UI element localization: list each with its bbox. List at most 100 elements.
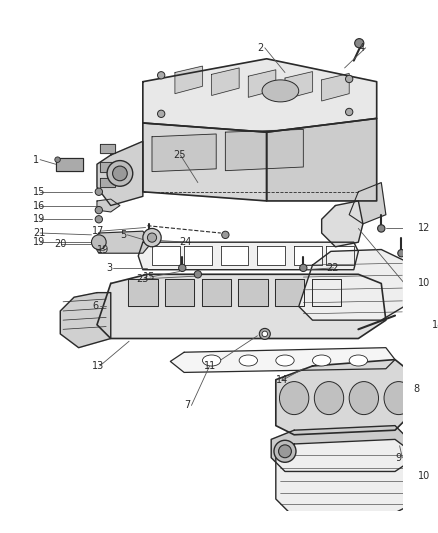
Polygon shape xyxy=(275,439,413,513)
Polygon shape xyxy=(248,70,275,98)
Polygon shape xyxy=(348,183,385,224)
Ellipse shape xyxy=(279,382,308,415)
Text: 16: 16 xyxy=(33,200,45,211)
Ellipse shape xyxy=(312,355,330,366)
Polygon shape xyxy=(225,130,303,171)
Polygon shape xyxy=(238,279,267,306)
Polygon shape xyxy=(92,231,152,253)
Circle shape xyxy=(221,231,229,239)
Polygon shape xyxy=(138,242,357,270)
Text: 2: 2 xyxy=(257,43,263,53)
Circle shape xyxy=(142,229,161,247)
Text: 10: 10 xyxy=(417,471,429,481)
Circle shape xyxy=(345,75,352,83)
Ellipse shape xyxy=(383,382,413,415)
Text: 5: 5 xyxy=(120,230,126,240)
Polygon shape xyxy=(97,199,120,212)
Text: 13: 13 xyxy=(92,361,104,371)
Polygon shape xyxy=(99,178,115,187)
Polygon shape xyxy=(266,118,376,201)
Polygon shape xyxy=(201,279,230,306)
Text: 14: 14 xyxy=(275,375,287,385)
Text: 15: 15 xyxy=(33,187,45,197)
Circle shape xyxy=(55,157,60,163)
Polygon shape xyxy=(271,426,408,472)
Text: 24: 24 xyxy=(179,237,191,247)
Circle shape xyxy=(145,233,153,242)
Text: 11: 11 xyxy=(204,361,216,371)
Polygon shape xyxy=(321,74,348,101)
Polygon shape xyxy=(142,59,376,132)
Text: 9: 9 xyxy=(394,453,400,463)
Circle shape xyxy=(259,328,270,340)
Text: 18: 18 xyxy=(431,320,438,330)
Polygon shape xyxy=(99,163,115,172)
Circle shape xyxy=(95,188,102,196)
Circle shape xyxy=(261,331,267,337)
Polygon shape xyxy=(170,348,394,373)
Circle shape xyxy=(95,216,102,223)
Polygon shape xyxy=(128,279,157,306)
Ellipse shape xyxy=(261,80,298,102)
Circle shape xyxy=(107,160,132,186)
Circle shape xyxy=(91,235,106,249)
Ellipse shape xyxy=(314,382,343,415)
Circle shape xyxy=(345,108,352,116)
Polygon shape xyxy=(97,141,142,206)
Circle shape xyxy=(299,264,306,271)
Polygon shape xyxy=(275,360,408,435)
Text: 20: 20 xyxy=(54,239,66,249)
Polygon shape xyxy=(311,279,340,306)
Text: 23: 23 xyxy=(136,274,148,284)
Circle shape xyxy=(112,166,127,181)
Text: 6: 6 xyxy=(92,301,98,311)
Text: 19: 19 xyxy=(33,237,45,247)
Text: 25: 25 xyxy=(173,150,185,160)
Circle shape xyxy=(95,239,102,246)
Text: 17: 17 xyxy=(92,226,105,236)
Polygon shape xyxy=(325,246,353,265)
Polygon shape xyxy=(56,158,83,171)
Polygon shape xyxy=(152,134,215,172)
Polygon shape xyxy=(257,246,284,265)
Circle shape xyxy=(273,440,295,462)
Text: 21: 21 xyxy=(33,228,45,238)
Circle shape xyxy=(354,38,363,48)
Circle shape xyxy=(194,271,201,278)
Circle shape xyxy=(178,264,186,271)
Circle shape xyxy=(95,206,102,214)
Ellipse shape xyxy=(275,355,293,366)
Text: 19: 19 xyxy=(33,214,45,224)
Text: 19: 19 xyxy=(97,245,109,255)
Text: 1: 1 xyxy=(33,155,39,165)
Text: 15: 15 xyxy=(142,272,155,282)
Polygon shape xyxy=(142,123,266,201)
Polygon shape xyxy=(165,279,194,306)
Text: 8: 8 xyxy=(413,384,419,394)
Polygon shape xyxy=(97,274,385,338)
Text: 22: 22 xyxy=(325,263,338,273)
Circle shape xyxy=(157,110,165,117)
Polygon shape xyxy=(60,293,110,348)
Polygon shape xyxy=(184,246,211,265)
Text: 7: 7 xyxy=(184,400,190,410)
Circle shape xyxy=(278,445,291,458)
Text: 10: 10 xyxy=(417,278,429,288)
Polygon shape xyxy=(152,246,179,265)
Circle shape xyxy=(147,233,156,242)
Polygon shape xyxy=(220,246,248,265)
Polygon shape xyxy=(284,71,312,99)
Text: 3: 3 xyxy=(106,263,112,273)
Polygon shape xyxy=(298,249,403,320)
Polygon shape xyxy=(99,144,115,154)
Circle shape xyxy=(397,249,404,257)
Circle shape xyxy=(157,71,165,79)
Text: 4: 4 xyxy=(357,43,364,53)
Polygon shape xyxy=(174,66,202,94)
Polygon shape xyxy=(321,201,362,247)
Polygon shape xyxy=(211,68,239,95)
Text: 12: 12 xyxy=(417,223,429,233)
Ellipse shape xyxy=(348,382,378,415)
Ellipse shape xyxy=(239,355,257,366)
Polygon shape xyxy=(274,279,304,306)
